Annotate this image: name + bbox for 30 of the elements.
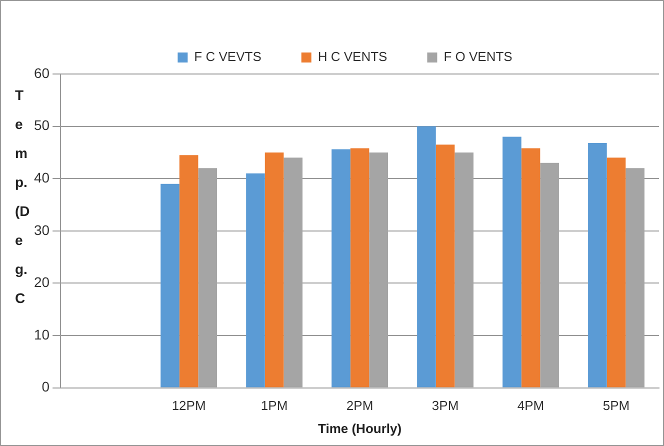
x-tick-label: 5PM	[602, 398, 630, 414]
bar	[350, 148, 370, 388]
bar	[264, 152, 284, 388]
x-tick-label: 3PM	[432, 398, 459, 414]
legend-label: F O VENTS	[444, 49, 513, 64]
y-axis-title: Temp.(Deg.C	[15, 86, 30, 308]
x-tick-label: 4PM	[517, 398, 544, 414]
y-tick-label: 20	[34, 274, 50, 290]
y-tick-label: 50	[34, 117, 50, 134]
bar	[502, 136, 522, 388]
y-tick-label: 40	[34, 169, 50, 186]
bar	[332, 149, 350, 388]
bar	[417, 126, 436, 388]
legend-label: F C VEVTS	[194, 49, 262, 64]
y-tick-label: 60	[34, 64, 50, 81]
y-tick-label: 0	[42, 378, 50, 395]
y-tick-label: 10	[34, 326, 50, 342]
bar	[179, 155, 198, 388]
x-tick-label: 2PM	[346, 398, 374, 414]
y-tick-label: 30	[34, 222, 50, 238]
x-axis-title: Time (Hourly)	[318, 420, 402, 436]
bar	[588, 143, 607, 388]
bar	[436, 144, 455, 388]
x-tick-label: 1PM	[260, 398, 288, 414]
bar	[521, 148, 540, 388]
bar	[160, 184, 180, 388]
legend-label: H C VENTS	[318, 49, 388, 64]
bar	[246, 173, 265, 388]
x-tick-label: 12PM	[172, 398, 206, 414]
bar	[606, 158, 626, 388]
